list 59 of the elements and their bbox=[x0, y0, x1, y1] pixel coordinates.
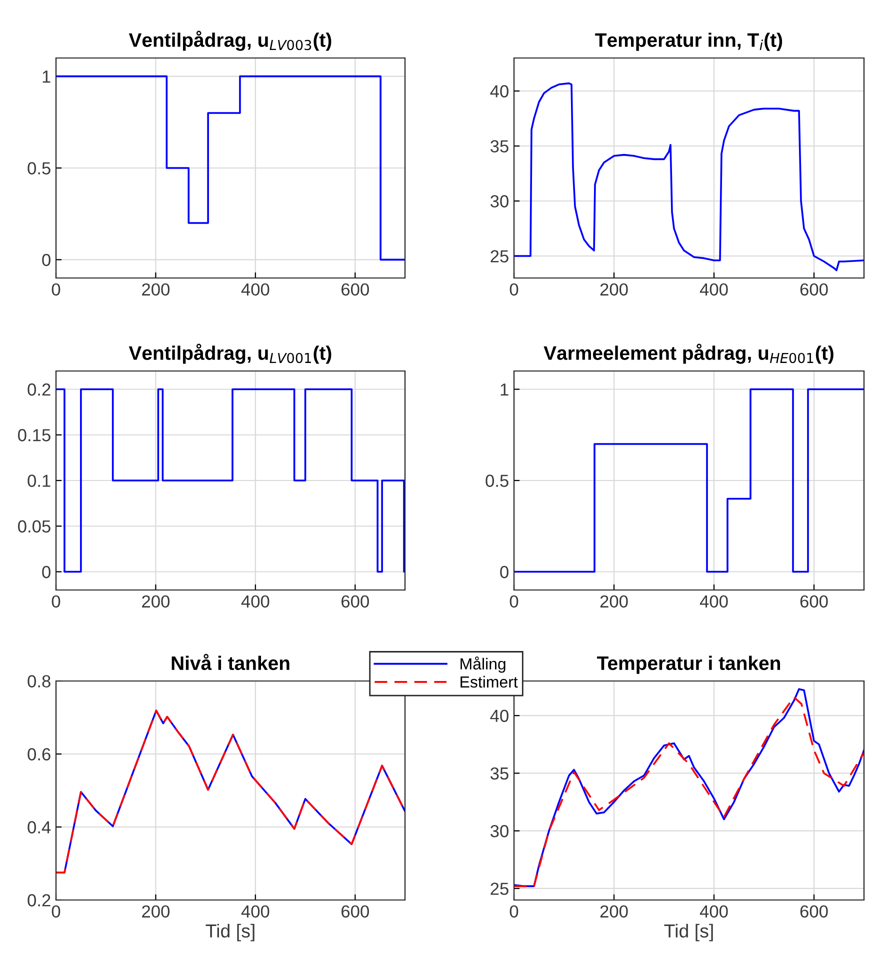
x-tick-label: 400 bbox=[241, 905, 270, 918]
x-tick-label: 200 bbox=[142, 595, 170, 608]
y-tick-label: 0.2 bbox=[28, 894, 50, 906]
chart-title: Ventilpådrag, u$_{LV003}$(t) bbox=[128, 30, 332, 51]
y-tick-label: 0.6 bbox=[28, 748, 50, 760]
y-tick-label: 0 bbox=[42, 566, 50, 578]
x-axis-title: Tid [s] bbox=[206, 924, 254, 942]
y-tick-label: 1 bbox=[500, 384, 508, 396]
x-tick-label: 600 bbox=[800, 595, 828, 608]
x-tick-label: 400 bbox=[241, 595, 270, 608]
x-axis-title: Tid [s] bbox=[664, 924, 713, 942]
legend-label: Estimert bbox=[460, 676, 518, 688]
x-tick-label: 400 bbox=[700, 283, 728, 296]
y-tick-label: 0.2 bbox=[28, 383, 50, 396]
x-tick-label: 600 bbox=[342, 905, 369, 918]
y-tick-label: 0.15 bbox=[18, 429, 50, 442]
y-tick-label: 0.8 bbox=[28, 675, 50, 688]
y-tick-label: 0.1 bbox=[28, 474, 50, 487]
y-tick-label: 30 bbox=[490, 825, 508, 838]
y-tick-label: 40 bbox=[490, 710, 508, 722]
x-tick-label: 200 bbox=[142, 283, 170, 296]
y-tick-label: 25 bbox=[490, 250, 508, 262]
chart-title: Ventilpådrag, u$_{LV001}$(t) bbox=[128, 344, 332, 364]
x-tick-label: 200 bbox=[600, 905, 628, 918]
chart-title: Nivå i tanken bbox=[172, 654, 290, 670]
y-tick-label: 0 bbox=[42, 254, 50, 266]
x-tick-label: 0 bbox=[510, 595, 518, 608]
x-tick-label: 0 bbox=[510, 283, 518, 296]
y-tick-label: 35 bbox=[490, 140, 508, 152]
x-tick-label: 200 bbox=[142, 905, 170, 918]
x-tick-label: 0 bbox=[510, 905, 518, 918]
y-tick-label: 1 bbox=[42, 70, 50, 83]
y-tick-label: 0 bbox=[500, 566, 508, 578]
y-tick-label: 30 bbox=[490, 195, 508, 208]
chart-title: Temperatur inn, T$_{i}$(t) bbox=[595, 32, 782, 51]
x-tick-label: 400 bbox=[700, 905, 728, 918]
x-tick-label: 0 bbox=[52, 905, 60, 918]
chart-title: Temperatur i tanken bbox=[597, 656, 780, 674]
x-tick-label: 400 bbox=[700, 595, 728, 608]
x-tick-label: 600 bbox=[342, 595, 369, 608]
y-tick-label: 25 bbox=[490, 882, 508, 895]
y-tick-label: 0.5 bbox=[28, 162, 50, 174]
x-tick-label: 200 bbox=[600, 283, 628, 296]
y-tick-label: 35 bbox=[490, 767, 508, 780]
x-tick-label: 200 bbox=[600, 595, 628, 608]
x-tick-label: 0 bbox=[52, 283, 60, 296]
x-tick-label: 600 bbox=[342, 283, 369, 296]
x-tick-label: 0 bbox=[52, 595, 60, 608]
x-tick-label: 400 bbox=[241, 283, 270, 296]
line-series bbox=[56, 710, 405, 874]
x-tick-label: 600 bbox=[800, 283, 828, 296]
legend-label: Måling bbox=[460, 656, 506, 673]
chart-title: Varmeelement pådrag, u$_{HE001}$(t) bbox=[544, 344, 834, 364]
y-tick-label: 0.05 bbox=[18, 520, 50, 533]
x-tick-label: 600 bbox=[800, 905, 828, 918]
y-tick-label: 0.4 bbox=[28, 821, 51, 834]
line-series bbox=[514, 82, 864, 272]
y-tick-label: 0.5 bbox=[486, 474, 508, 487]
y-tick-label: 40 bbox=[490, 85, 508, 98]
